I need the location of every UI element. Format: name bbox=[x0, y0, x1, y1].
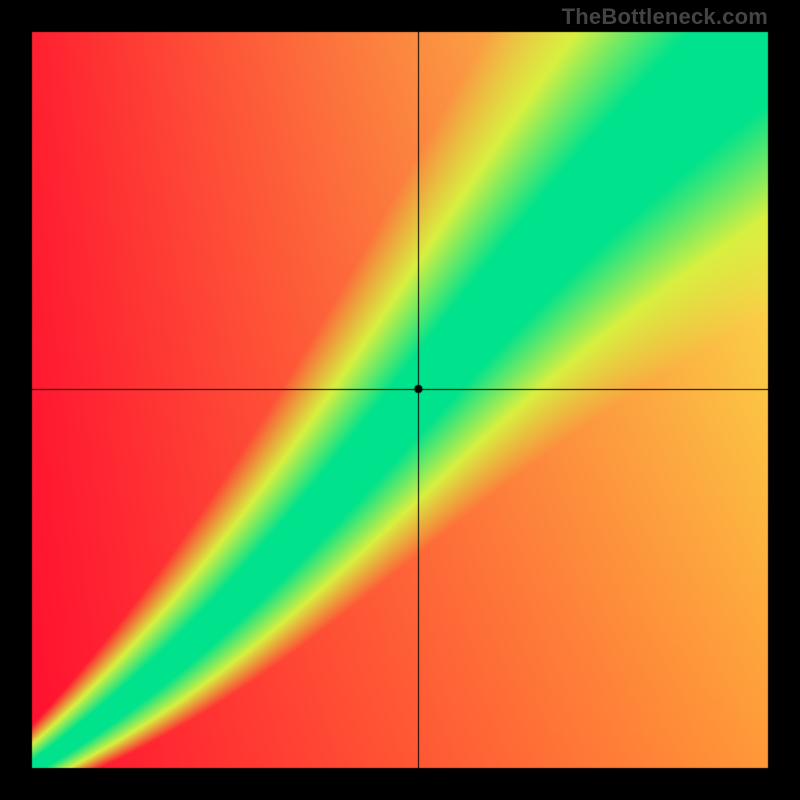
chart-container: TheBottleneck.com bbox=[0, 0, 800, 800]
watermark: TheBottleneck.com bbox=[562, 4, 768, 30]
heatmap-canvas bbox=[0, 0, 800, 800]
